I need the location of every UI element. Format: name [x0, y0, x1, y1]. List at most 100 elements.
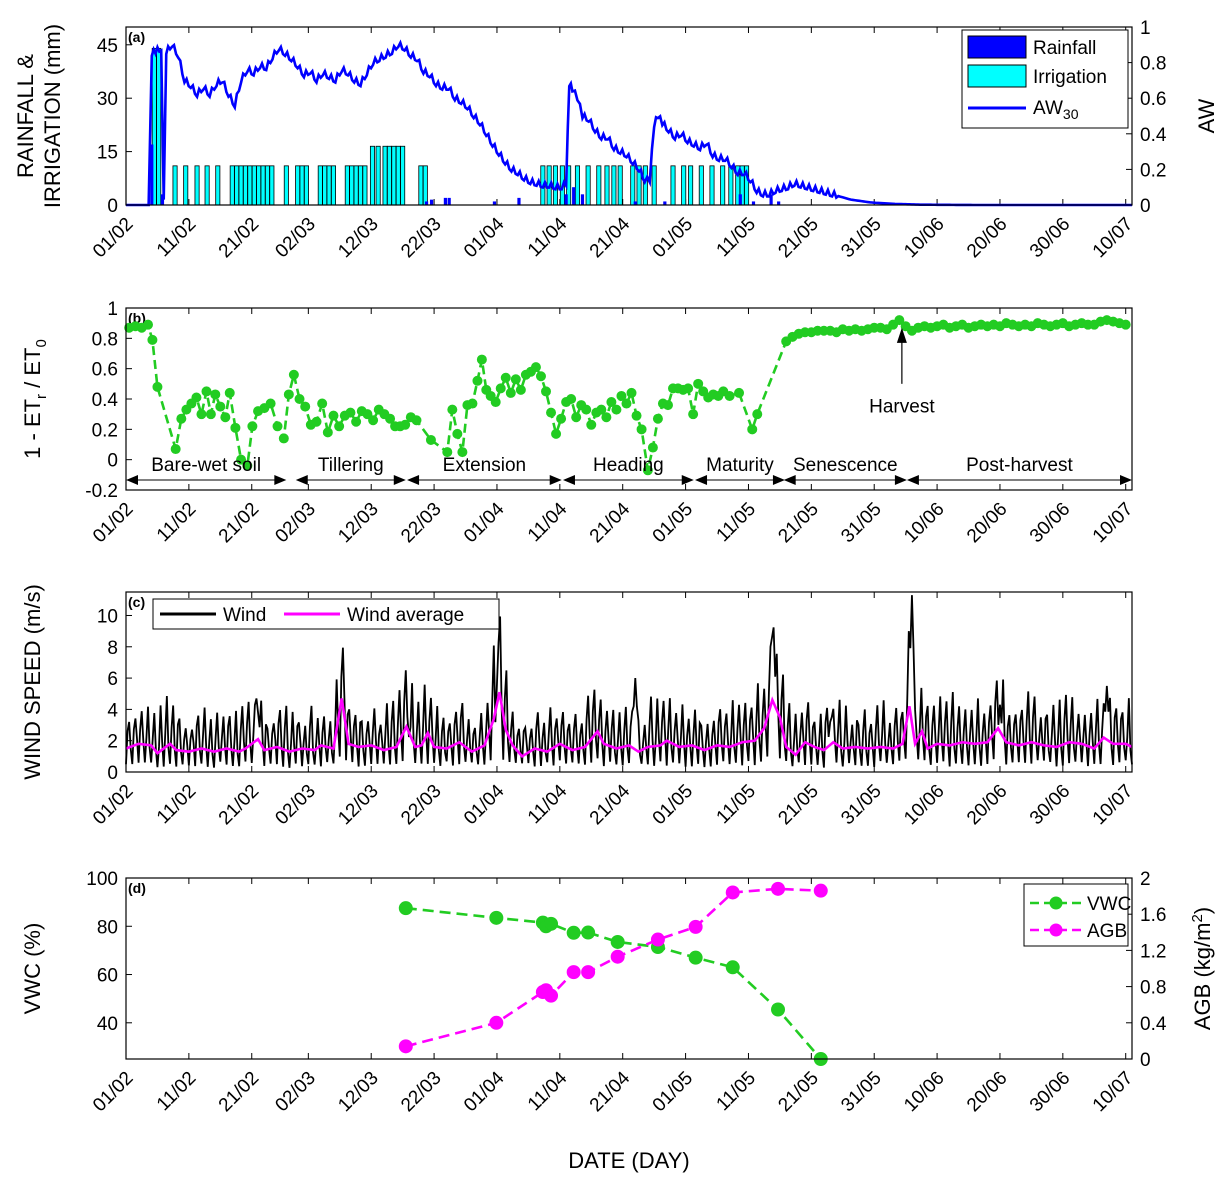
y-axis-title: 1 - ETr / ET0 [20, 339, 50, 459]
x-tick-label: 10/07 [1089, 214, 1137, 262]
y-tick-label: 0.2 [92, 420, 118, 441]
rainfall-bar [447, 197, 451, 205]
y-axis-title-part: 0 [33, 339, 50, 347]
y-axis-title-part: / ET [20, 347, 45, 393]
irrigation-bar [349, 165, 355, 206]
x-tick-label: 12/03 [334, 1068, 382, 1116]
irrigation-bar [353, 165, 359, 206]
panel-c: 01/02 11/02 21/02 02/03 12/03 22/03 01/04 11/04… [20, 584, 1137, 829]
stage-label: Bare-wet soil [151, 455, 261, 476]
etr-point [196, 409, 207, 420]
etr-point [476, 354, 487, 365]
etr-point [230, 422, 241, 433]
irrigation-bar [362, 165, 368, 206]
x-tick-label: 20/06 [963, 214, 1011, 262]
irrigation-bar [642, 165, 648, 206]
y-tick-label: 10 [97, 606, 118, 627]
x-tick-label: 10/07 [1089, 499, 1137, 547]
x-tick-label: 21/05 [774, 1068, 822, 1116]
rainfall-bar [492, 201, 497, 205]
etr-point [210, 389, 221, 400]
x-tick-label: 11/04 [524, 498, 572, 546]
etr-point [457, 447, 468, 458]
irrigation-bar [238, 165, 244, 206]
irrigation-bar [330, 165, 336, 206]
irrigation-bar [215, 165, 221, 206]
etr-point [611, 404, 622, 415]
irrigation-bar [617, 165, 623, 206]
x-tick-label: 31/05 [837, 214, 885, 262]
irrigation-bar [256, 165, 262, 206]
stage-label: Extension [443, 455, 526, 476]
etr-point [176, 413, 187, 424]
x-tick-label: 01/04 [460, 1067, 509, 1116]
y-tick-label-right: 0 [1140, 196, 1151, 217]
etr-point [201, 386, 212, 397]
y-axis-title-line1: RAINFALL & [13, 54, 38, 178]
agb-point [566, 965, 581, 980]
irrigation-bar [322, 165, 328, 206]
etr-point [652, 413, 663, 424]
vwc-point [725, 960, 740, 975]
rainfall-bar [564, 194, 568, 205]
y-axis-title-part: 1 - ET [20, 399, 45, 459]
agb-point [544, 988, 559, 1003]
irrigation-bar [283, 165, 289, 206]
x-tick-label: 11/05 [713, 214, 760, 261]
etr-point [616, 390, 627, 401]
etr-point [215, 401, 226, 412]
irrigation-bar [295, 165, 301, 206]
irrigation-bar [698, 165, 704, 206]
x-tick-label: 21/02 [215, 214, 263, 262]
x-tick-label: 30/06 [1026, 1068, 1074, 1116]
irrigation-bar [269, 165, 275, 206]
irrigation-bar [194, 165, 200, 206]
etr-point [328, 410, 339, 421]
etr-point [693, 378, 704, 389]
irrigation-bar [418, 165, 424, 206]
rainfall-bar [150, 144, 154, 205]
etr-point [647, 442, 658, 453]
y-tick-label: 30 [97, 89, 118, 110]
y-tick-label: 0.8 [92, 329, 118, 350]
rainfall-bar [424, 201, 429, 205]
x-tick-label: 10/06 [900, 1068, 948, 1116]
x-tick-label: 12/03 [334, 781, 382, 829]
x-tick-label: 01/05 [649, 499, 697, 547]
y-tick-label-right: 0.8 [1140, 978, 1166, 999]
x-tick-label: 22/03 [397, 781, 445, 829]
stage-arrowhead-right [894, 475, 907, 485]
x-tick-label: 10/06 [900, 499, 948, 547]
y-tick-label: 2 [107, 732, 118, 753]
y-tick-label: 40 [97, 1014, 118, 1035]
irrigation-bar [391, 145, 397, 206]
etr-point [546, 407, 557, 418]
harvest-label: Harvest [869, 397, 935, 418]
legend-box [1023, 883, 1129, 947]
legend: Wind Wind average [152, 598, 500, 630]
irrigation-bar [382, 145, 388, 206]
y-axis-title-right: AW [1194, 98, 1219, 133]
y-tick-label-right: 1 [1140, 18, 1151, 39]
y-tick-label: 0.4 [92, 390, 119, 411]
etr-point [467, 398, 478, 409]
legend-label-rainfall: Rainfall [1033, 38, 1096, 59]
stage-arrowhead-right [393, 475, 406, 485]
legend-swatch-rainfall [967, 35, 1027, 59]
panel-tag: (d) [128, 880, 146, 896]
y-tick-label-right: 1.2 [1140, 941, 1166, 962]
etr-point [170, 444, 181, 455]
y-tick-label-right: 0.2 [1140, 160, 1166, 181]
etr-point [752, 409, 763, 420]
plot-area [126, 878, 1132, 1059]
etr-point [288, 369, 299, 380]
etr-point [571, 412, 582, 423]
irrigation-bar [720, 165, 726, 206]
etr-point [452, 428, 463, 439]
x-axis-title: DATE (DAY) [568, 1148, 689, 1173]
irrigation-bar [630, 165, 636, 206]
etr-point [191, 392, 202, 403]
x-tick-label: 20/06 [963, 499, 1011, 547]
etr-point [400, 419, 411, 430]
